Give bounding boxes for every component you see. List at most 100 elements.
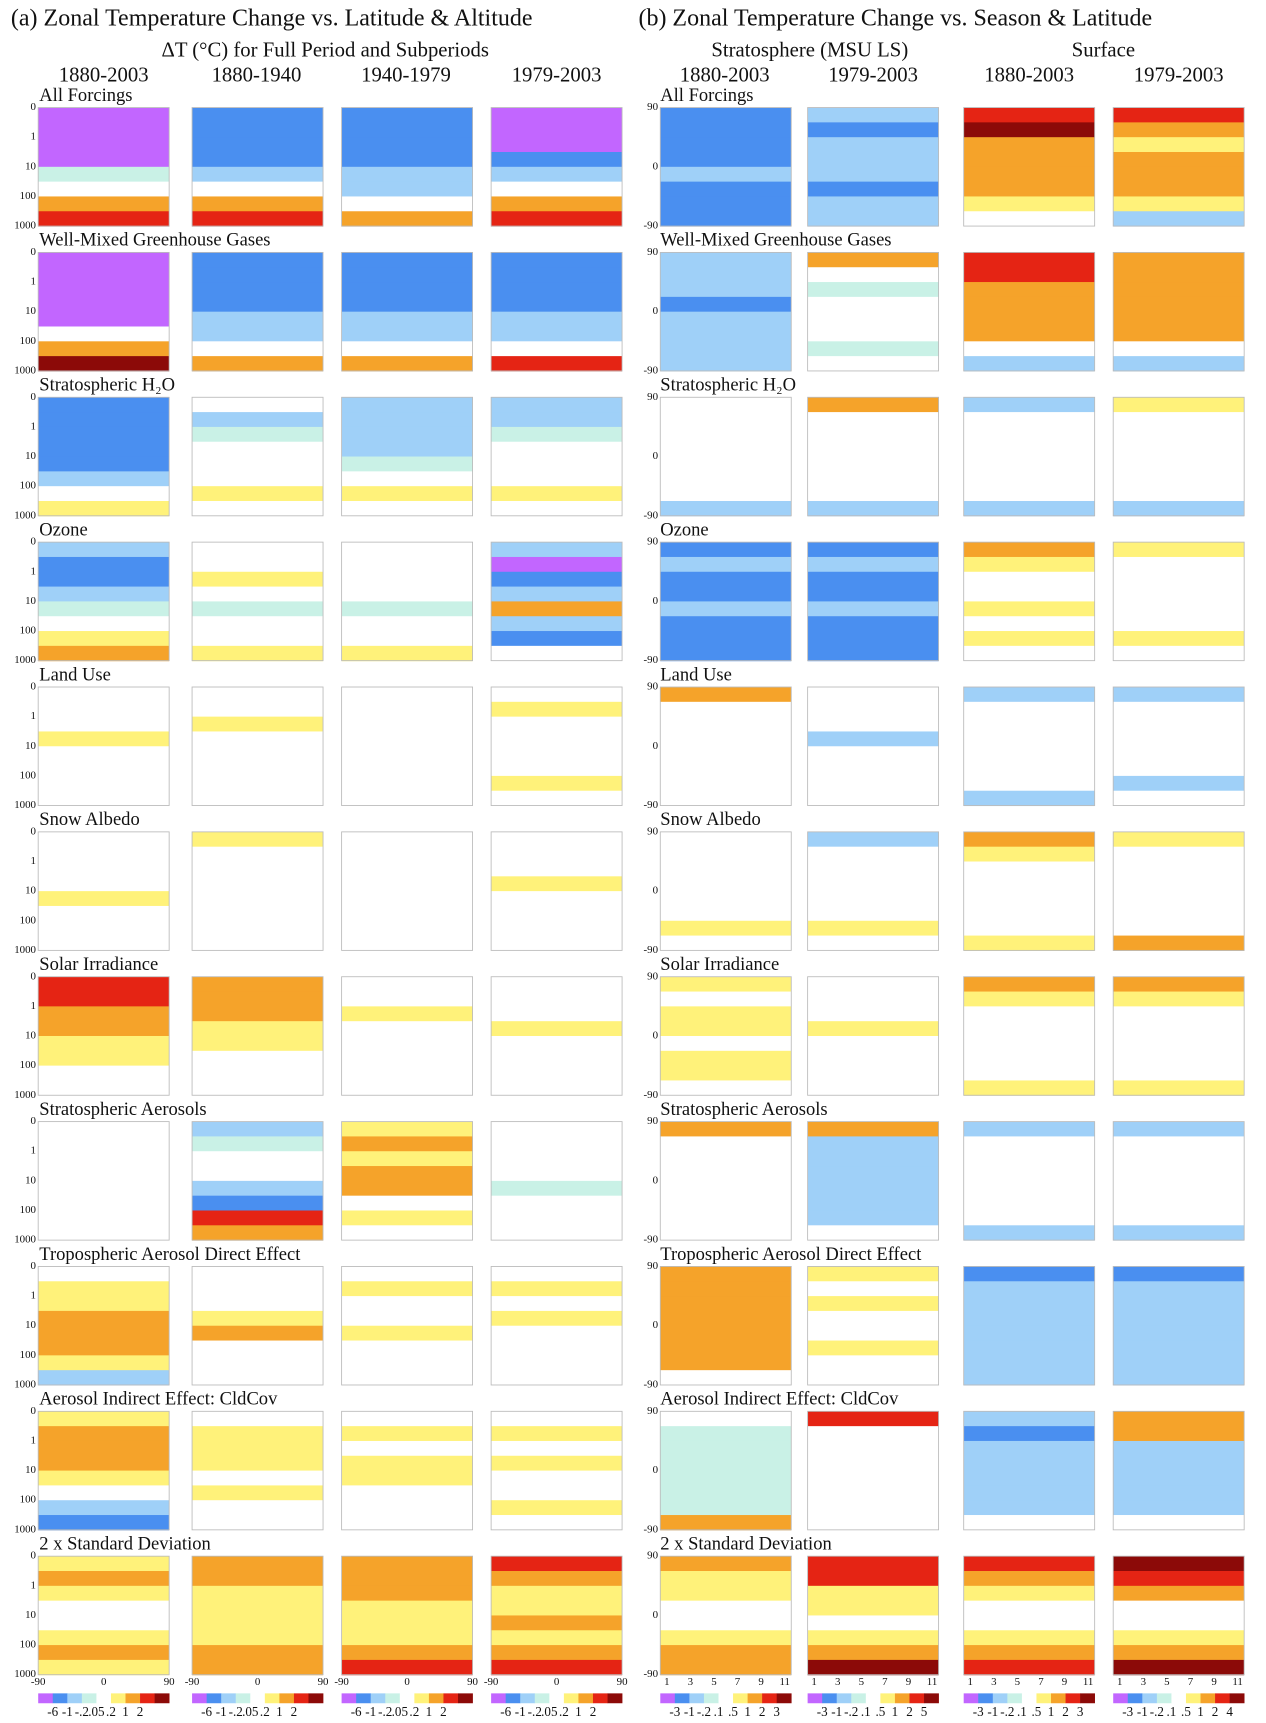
contour-band	[807, 731, 939, 747]
colorbar-label: .2	[106, 1704, 116, 1719]
panel-frame	[490, 1121, 623, 1241]
contour-band	[38, 196, 170, 212]
contour-band	[660, 311, 792, 328]
contour-band	[1113, 426, 1245, 443]
y-tick-label: 100	[20, 190, 37, 202]
y-tick-label: 0	[653, 305, 659, 317]
column-header: 1880-1940	[212, 64, 302, 87]
contour-band	[192, 282, 324, 298]
panel-frame	[191, 831, 324, 951]
contour-band	[192, 311, 324, 328]
panel-frame	[963, 1266, 1096, 1386]
y-tick-label: -90	[644, 654, 659, 666]
contour-band	[38, 1281, 170, 1297]
colorbar-label: -6	[47, 1704, 58, 1719]
colorbar-swatch	[733, 1693, 748, 1704]
contour-band	[341, 1065, 473, 1081]
contour-band	[192, 1630, 324, 1646]
contour-band	[341, 1426, 473, 1442]
contour-band	[807, 181, 939, 197]
colorbar-swatch	[762, 1693, 778, 1704]
contour-band	[963, 181, 1095, 197]
panel-frame	[191, 541, 324, 662]
y-tick-label: 0	[653, 740, 659, 752]
contour-band	[491, 1296, 623, 1312]
contour-band	[192, 486, 324, 502]
colorbar-label: -3	[1122, 1704, 1133, 1719]
contour-band	[1113, 1225, 1245, 1241]
contour-band	[660, 341, 792, 357]
contour-band	[1113, 1470, 1245, 1486]
contour-band	[341, 1080, 473, 1096]
contour-band	[192, 935, 324, 951]
x-tick-label: 11	[927, 1676, 938, 1688]
contour-band	[660, 1180, 792, 1197]
contour-band	[341, 1585, 473, 1602]
contour-band	[660, 441, 792, 458]
colorbar-label: .1	[1017, 1704, 1027, 1719]
colorbar-swatch	[206, 1693, 222, 1704]
y-tick-label: 90	[647, 1260, 658, 1272]
contour-band	[807, 935, 939, 951]
colorbar-label: 1	[276, 1704, 283, 1719]
contour-band	[963, 1225, 1095, 1241]
contour-band	[660, 1355, 792, 1371]
y-tick-label: 90	[647, 681, 658, 693]
contour-band	[38, 761, 170, 777]
contour-band	[807, 412, 939, 428]
contour-band	[38, 905, 170, 922]
column-header: 1979-2003	[828, 64, 918, 87]
colorbar-label: -1	[62, 1704, 73, 1719]
x-tick-label: 9	[906, 1676, 912, 1688]
x-tick-label: 11	[779, 1676, 790, 1688]
contour-band	[341, 876, 473, 892]
colorbar-label: -3	[669, 1704, 680, 1719]
x-tick-label: -90	[484, 1676, 499, 1688]
panel-frame	[341, 1410, 474, 1531]
contour-band	[341, 500, 473, 517]
panel-frame	[659, 686, 792, 806]
contour-band	[660, 1296, 792, 1312]
contour-band	[491, 1455, 623, 1472]
contour-band	[807, 1440, 939, 1457]
row-label: All Forcings	[660, 85, 753, 106]
panel-frame	[490, 686, 623, 806]
contour-band	[1113, 500, 1245, 517]
contour-band	[1113, 775, 1245, 792]
contour-band	[341, 1615, 473, 1631]
contour-band	[1113, 137, 1245, 153]
contour-band	[38, 1485, 170, 1501]
contour-band	[807, 1121, 939, 1137]
contour-band	[192, 556, 324, 573]
contour-band	[192, 746, 324, 762]
contour-band	[660, 1370, 792, 1386]
y-tick-label: 1000	[14, 1089, 36, 1101]
contour-band	[38, 631, 170, 647]
contour-band	[660, 1121, 792, 1137]
contour-band	[192, 1340, 324, 1356]
contour-band	[491, 471, 623, 487]
colorbar-label: 2	[759, 1704, 766, 1719]
contour-band	[963, 1266, 1095, 1282]
contour-band	[491, 426, 623, 443]
x-tick-label: 1	[811, 1676, 816, 1688]
contour-band	[491, 601, 623, 617]
contour-band	[38, 252, 170, 268]
y-tick-label: 100	[20, 1059, 37, 1071]
y-tick-label: 100	[20, 480, 37, 492]
y-tick-label: 0	[31, 391, 37, 403]
colorbar-label: 2	[906, 1704, 913, 1719]
contour-band	[341, 1515, 473, 1531]
contour-band	[807, 1571, 939, 1587]
contour-band	[660, 1645, 792, 1661]
panel-frame	[963, 396, 1096, 517]
contour-band	[807, 846, 939, 863]
contour-band	[807, 166, 939, 183]
row-label: Land Use	[660, 664, 732, 685]
contour-band	[192, 861, 324, 877]
contour-band	[341, 731, 473, 747]
contour-band	[807, 1470, 939, 1486]
contour-band	[807, 1296, 939, 1312]
contour-band	[38, 542, 170, 558]
x-tick-label: 7	[1188, 1676, 1194, 1688]
